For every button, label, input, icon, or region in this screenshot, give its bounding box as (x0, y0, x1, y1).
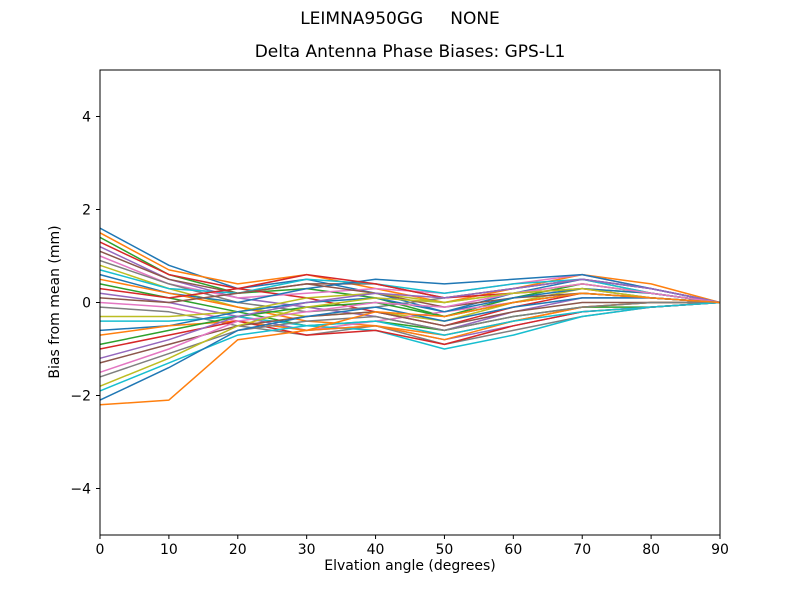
x-tick-label: 50 (436, 542, 454, 558)
axes-title: Delta Antenna Phase Biases: GPS-L1 (254, 42, 566, 62)
figure-suptitle: LEIMNA950GG NONE (300, 9, 500, 29)
chart-line (99, 297, 721, 401)
y-tick-label: 2 (82, 203, 91, 219)
x-tick-label: 80 (642, 542, 660, 558)
x-tick-label: 10 (160, 542, 178, 558)
y-tick-label: −2 (70, 389, 91, 405)
x-tick-label: 0 (96, 542, 105, 558)
chart-line (99, 292, 721, 406)
chart-line (99, 278, 721, 360)
y-tick-label: −4 (70, 482, 91, 498)
y-tick-label: 0 (82, 296, 91, 312)
chart-line (99, 283, 721, 332)
x-tick-label: 20 (229, 542, 247, 558)
x-tick-label: 70 (573, 542, 591, 558)
chart-line (99, 283, 721, 374)
x-tick-label: 40 (367, 542, 385, 558)
y-axis-label: Bias from mean (mm) (47, 225, 63, 379)
x-axis-label: Elvation angle (degrees) (324, 558, 496, 574)
x-tick-label: 90 (711, 542, 729, 558)
chart-line (99, 269, 721, 304)
x-tick-label: 30 (298, 542, 316, 558)
y-tick-label: 4 (82, 110, 91, 126)
chart-line (99, 287, 721, 387)
x-tick-label: 60 (504, 542, 522, 558)
